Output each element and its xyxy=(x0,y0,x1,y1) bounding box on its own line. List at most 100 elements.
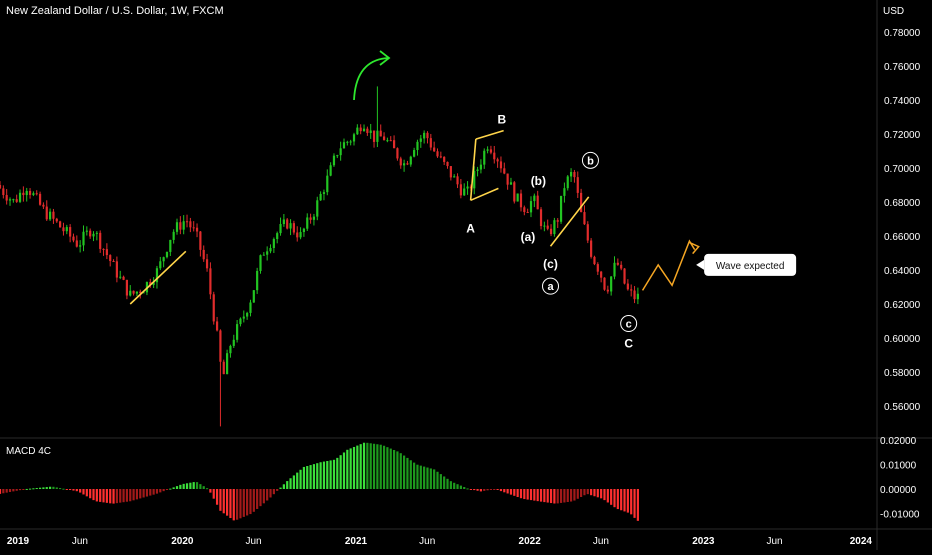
candle-body xyxy=(352,134,356,142)
macd-bar xyxy=(102,489,105,503)
price-tick-label: 0.66000 xyxy=(884,232,921,243)
callout-pointer xyxy=(696,259,705,270)
wave-label: a xyxy=(547,281,554,293)
candle-body xyxy=(382,136,386,141)
macd-bar xyxy=(202,486,205,489)
macd-bar xyxy=(419,465,422,489)
candle-body xyxy=(636,293,639,300)
candle-body xyxy=(446,161,449,167)
candle-body xyxy=(276,233,279,240)
macd-bar xyxy=(342,452,346,489)
macd-bar xyxy=(546,489,549,503)
candle-body xyxy=(302,228,306,233)
price-axis-unit: USD xyxy=(883,6,904,17)
macd-bar xyxy=(566,489,569,503)
macd-bar xyxy=(252,489,255,512)
candle-body xyxy=(45,206,48,220)
candle-body xyxy=(596,264,599,272)
candle-body xyxy=(409,156,412,165)
macd-bar xyxy=(32,488,35,490)
macd-bar xyxy=(476,489,479,491)
macd-bar xyxy=(125,489,129,502)
macd-bar xyxy=(42,487,45,489)
macd-histogram xyxy=(0,442,639,521)
macd-bar xyxy=(486,489,489,491)
candle-body xyxy=(212,294,215,322)
candle-body xyxy=(439,156,442,158)
macd-bar xyxy=(282,484,285,489)
candle-body xyxy=(566,176,569,189)
time-tick-label: 2023 xyxy=(692,536,715,547)
candle-body xyxy=(162,257,165,262)
candle-body xyxy=(539,209,543,226)
wave-label: (b) xyxy=(531,174,546,188)
macd-bar xyxy=(593,489,596,497)
candle-body xyxy=(142,292,145,294)
candle-body xyxy=(463,188,466,196)
candle-body xyxy=(376,130,379,142)
candle-body xyxy=(149,282,152,285)
candle-body xyxy=(155,268,159,283)
candle-body xyxy=(359,127,362,132)
macd-bar xyxy=(456,484,459,489)
macd-bar xyxy=(519,489,523,499)
candle-body xyxy=(633,290,636,300)
candle-body xyxy=(569,171,573,177)
wave-label-circle xyxy=(620,315,638,333)
candle-body xyxy=(533,195,536,202)
macd-bar xyxy=(215,489,219,505)
candle-body xyxy=(513,182,516,202)
macd-bar xyxy=(349,448,352,489)
candle-body xyxy=(89,230,92,237)
candle-body xyxy=(543,225,546,227)
candle-body xyxy=(5,195,8,201)
candle-body xyxy=(493,152,496,160)
candle-body xyxy=(159,261,162,269)
macd-bar xyxy=(509,489,513,495)
macd-bar xyxy=(292,475,295,489)
macd-bar xyxy=(549,489,553,504)
time-tick-label: 2024 xyxy=(850,536,873,547)
candle-body xyxy=(236,324,239,340)
candle-body xyxy=(169,239,172,252)
macd-bar xyxy=(289,478,292,489)
candle-body xyxy=(503,168,506,174)
wave-label: (a) xyxy=(521,230,536,244)
candle-body xyxy=(132,290,135,294)
candle-body xyxy=(249,302,252,313)
candle-body xyxy=(586,224,589,241)
macd-tick-label: 0.02000 xyxy=(880,436,917,447)
candle-body xyxy=(499,161,503,169)
candle-body xyxy=(613,262,616,277)
macd-bar xyxy=(222,489,225,514)
macd-bar xyxy=(149,489,152,496)
candle-body xyxy=(326,175,329,193)
candle-body xyxy=(109,255,112,262)
candle-body xyxy=(583,212,586,225)
macd-bar xyxy=(229,489,232,519)
macd-bar xyxy=(236,489,239,520)
macd-bar xyxy=(503,489,506,493)
candle-body xyxy=(69,227,72,237)
macd-bar xyxy=(82,489,85,495)
candle-body xyxy=(202,249,205,260)
candle-body xyxy=(392,140,396,149)
candle-body xyxy=(205,259,209,269)
trendline xyxy=(129,250,187,305)
time-tick-label: Jun xyxy=(72,536,88,547)
candle-body xyxy=(82,231,85,246)
macd-bar xyxy=(92,489,95,501)
macd-bar xyxy=(403,455,406,489)
candle-body xyxy=(52,211,55,219)
candle-body xyxy=(28,190,32,195)
candle-body xyxy=(556,220,559,222)
macd-bar xyxy=(45,487,48,489)
candle-body xyxy=(38,193,42,205)
macd-bar xyxy=(496,489,499,490)
macd-bar xyxy=(392,449,396,489)
macd-bar xyxy=(249,489,252,515)
macd-bar xyxy=(89,489,92,499)
candle-body xyxy=(95,232,98,234)
candle-body xyxy=(309,217,312,220)
candle-body xyxy=(506,173,509,185)
